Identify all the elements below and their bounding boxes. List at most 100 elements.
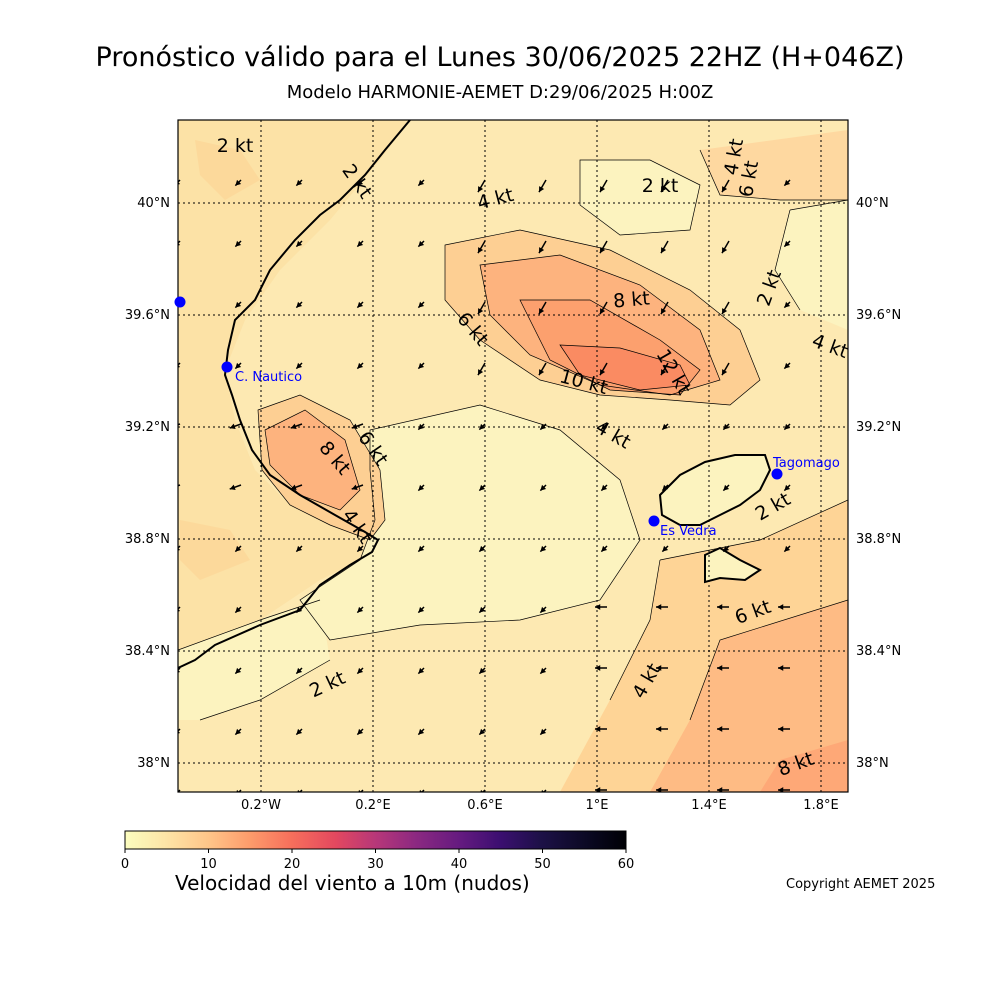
wind-arrow (481, 789, 486, 792)
wind-arrow-head (539, 186, 545, 193)
wind-arrow-head (656, 787, 662, 792)
wind-arrow-head (656, 604, 662, 610)
wind-arrow-head (235, 301, 242, 308)
colorbar-label: Velocidad del viento a 10m (nudos) (175, 871, 530, 895)
wind-arrow-head (296, 545, 303, 552)
stations: C. Nautico Es Vedra Tagomago (174, 296, 840, 539)
wind-arrow-head (778, 604, 784, 610)
contour-label: 2 kt (642, 175, 679, 197)
colorbar-tick: 0 (121, 857, 129, 872)
wind-arrow-head (229, 423, 236, 430)
wind-arrow-head (717, 665, 723, 671)
wind-arrow-head (235, 667, 242, 674)
wind-arrow-head (229, 484, 236, 491)
wind-arrow-head (540, 545, 547, 552)
wind-arrow-head (656, 726, 662, 732)
wind-arrow-head (418, 240, 425, 247)
colorbar-gradient (124, 830, 627, 850)
wind-arrow-head (418, 301, 425, 308)
wind-arrow-head (600, 247, 606, 254)
wind-arrow-head (296, 728, 303, 735)
wind-arrow-head (540, 484, 547, 491)
copyright: Copyright AEMET 2025 (786, 877, 936, 892)
wind-arrow-head (418, 362, 425, 369)
wind-arrow-head (235, 545, 242, 552)
wind-arrow-head (478, 308, 484, 315)
wind-arrow-head (479, 606, 486, 613)
model-subtitle: Modelo HARMONIE-AEMET D:29/06/2025 H:00Z (286, 82, 714, 103)
wind-arrow-head (479, 728, 486, 735)
wind-arrow (178, 606, 181, 611)
lat-labels-left: 40°N 39.6°N 39.2°N 38.8°N 38.4°N 38°N (125, 196, 170, 771)
wind-arrow-head (600, 186, 606, 193)
lon-label: 0.2°W (241, 798, 281, 813)
contour-label: 2 kt (217, 135, 254, 157)
wind-arrow-head (357, 728, 364, 735)
wind-arrow (420, 789, 425, 792)
graticule (178, 120, 848, 792)
wind-arrow (178, 789, 181, 792)
lat-label: 40°N (137, 196, 170, 211)
wind-arrow-head (290, 484, 297, 491)
lon-label: 1°E (586, 798, 609, 813)
lat-label: 38°N (856, 756, 889, 771)
map-frame (177, 119, 849, 793)
wind-arrow (298, 789, 303, 792)
wind-arrow-head (784, 362, 791, 369)
station-label-c-nautico: C. Nautico (235, 370, 302, 385)
lat-label: 39.2°N (125, 420, 170, 435)
wind-arrow-head (418, 606, 425, 613)
wind-arrow-head (717, 726, 723, 732)
wind-arrow-head (661, 247, 667, 254)
wind-arrow-head (357, 240, 364, 247)
lat-label: 38.8°N (125, 532, 170, 547)
wind-arrow-head (418, 545, 425, 552)
station-marker (648, 515, 660, 527)
wind-barbs (178, 179, 791, 792)
wind-arrow (359, 789, 364, 792)
wind-arrow-head (351, 484, 358, 491)
colorbar-tick: 20 (284, 857, 301, 872)
wind-arrow-head (722, 308, 728, 315)
wind-arrow-head (722, 186, 728, 193)
wind-arrow-head (235, 728, 242, 735)
wind-arrow-head (662, 423, 669, 430)
wind-arrow-head (290, 423, 297, 430)
wind-arrow-head (235, 240, 242, 247)
wind-arrow-head (296, 301, 303, 308)
wind-arrow-head (717, 604, 723, 610)
wind-arrow-head (595, 726, 601, 732)
wind-arrow-head (595, 665, 601, 671)
wind-arrow-head (479, 484, 486, 491)
station-marker (221, 361, 233, 373)
wind-arrow-head (723, 423, 730, 430)
wind-arrow-head (235, 179, 242, 186)
lat-labels-right: 40°N 39.6°N 39.2°N 38.8°N 38.4°N 38°N (856, 196, 901, 771)
wind-arrow-head (478, 186, 484, 193)
lat-label: 39.6°N (856, 308, 901, 323)
wind-arrow-head (784, 301, 791, 308)
lon-label: 1.4°E (691, 798, 726, 813)
wind-arrow-head (722, 247, 728, 254)
wind-arrow-head (296, 667, 303, 674)
wind-arrow-head (540, 728, 547, 735)
wind-arrow-head (723, 484, 730, 491)
station-label-es-vedra: Es Vedra (660, 524, 717, 539)
contour-label: 8 kt (612, 287, 650, 312)
colorbar: 0 10 20 30 40 50 60 (121, 830, 635, 872)
wind-arrow-head (357, 545, 364, 552)
wind-arrow-head (601, 545, 608, 552)
colorbar-tick: 60 (618, 857, 635, 872)
wind-arrow-head (595, 604, 601, 610)
wind-arrow (237, 789, 242, 792)
wind-arrow-head (296, 179, 303, 186)
wind-arrow-head (601, 484, 608, 491)
wind-arrow-head (479, 667, 486, 674)
station-label-tagomago: Tagomago (772, 456, 840, 471)
wind-arrow-head (778, 726, 784, 732)
wind-arrow (178, 179, 181, 184)
lon-label: 0.6°E (467, 798, 502, 813)
wind-arrow-head (662, 545, 669, 552)
wind-arrow-head (539, 369, 545, 376)
